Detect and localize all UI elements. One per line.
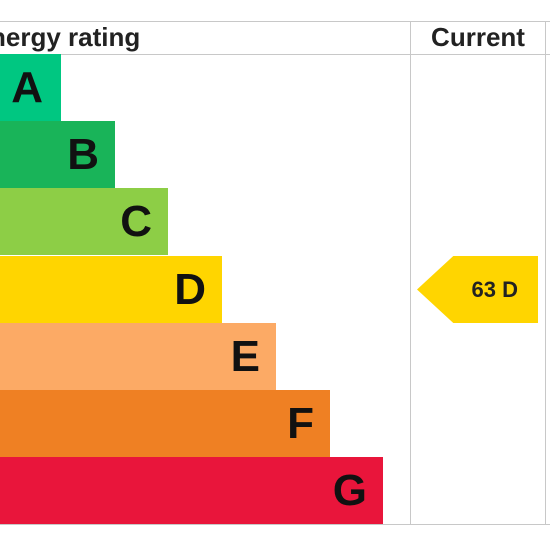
energy-rating-heading: nergy rating [0, 22, 141, 52]
bottom-border [0, 524, 550, 525]
rating-band-d: D [0, 256, 222, 323]
rating-band-letter: F [287, 398, 314, 448]
rating-band-letter: A [11, 62, 43, 112]
rating-band-letter: G [332, 465, 367, 515]
rating-band-a: A [0, 54, 61, 121]
rating-band-letter: B [67, 129, 99, 179]
rating-band-letter: E [230, 331, 260, 381]
rating-band-f: F [0, 390, 330, 457]
current-rating-label: 63 D [471, 276, 518, 302]
current-rating-arrow: 63 D [417, 256, 538, 323]
rating-band-c: C [0, 188, 168, 255]
rating-band-g: G [0, 457, 383, 524]
header-divider [0, 54, 550, 55]
current-column-heading: Current [431, 22, 525, 52]
rating-band-e: E [0, 323, 276, 390]
rating-band-letter: D [174, 264, 206, 314]
top-border [0, 21, 550, 22]
rating-band-letter: C [120, 196, 152, 246]
column-divider-left [410, 21, 411, 525]
column-divider-right [545, 21, 546, 525]
rating-band-b: B [0, 121, 115, 188]
